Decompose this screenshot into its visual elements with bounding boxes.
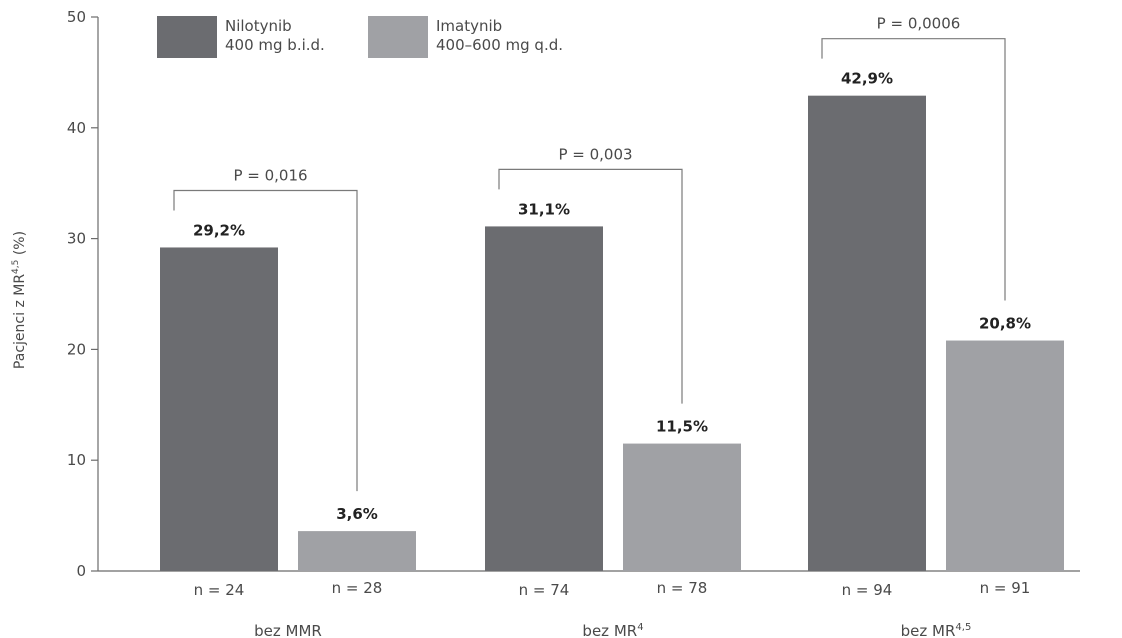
group-label-superscript: 4,5 bbox=[955, 622, 971, 633]
bar-nilotynib bbox=[160, 247, 278, 572]
bar-imatynib bbox=[946, 340, 1064, 571]
y-tick-label: 40 bbox=[67, 119, 86, 137]
group-label: bez MMR bbox=[254, 622, 322, 638]
bar-imatynib bbox=[298, 531, 416, 571]
p-value-bracket bbox=[498, 168, 683, 404]
y-tick-label: 30 bbox=[67, 230, 86, 248]
p-value-bracket bbox=[821, 38, 1006, 301]
value-label-nilotynib: 31,1% bbox=[518, 200, 570, 218]
group-label: bez MR4,5 bbox=[901, 622, 972, 638]
p-value-label: P = 0,0006 bbox=[877, 15, 961, 33]
p-value-label: P = 0,016 bbox=[233, 166, 307, 184]
n-label-nilotynib: n = 94 bbox=[842, 581, 893, 599]
bar-labels: 29,2% 3,6% n = 24 n = 28 bez MMR 31,1% 11,5% n … bbox=[193, 70, 1031, 638]
value-label-imatynib: 3,6% bbox=[336, 505, 378, 523]
p-value-label: P = 0,003 bbox=[558, 145, 632, 163]
n-label-nilotynib: n = 24 bbox=[194, 581, 245, 599]
value-label-nilotynib: 42,9% bbox=[841, 70, 893, 88]
value-label-nilotynib: 29,2% bbox=[193, 221, 245, 239]
value-label-imatynib: 11,5% bbox=[656, 418, 708, 436]
p-value-bracket bbox=[173, 189, 358, 492]
n-label-imatynib: n = 28 bbox=[332, 579, 383, 597]
group-label-superscript: 4 bbox=[637, 622, 643, 633]
legend-label-imatynib-line1: Imatynib bbox=[436, 17, 502, 35]
group-label-text: bez MR bbox=[901, 622, 956, 638]
group-label-text: bez MR bbox=[582, 622, 637, 638]
n-label-nilotynib: n = 74 bbox=[519, 581, 570, 599]
y-axis-label: Pacjenci z MR4,5 (%) bbox=[11, 231, 28, 369]
y-tick-label: 10 bbox=[67, 451, 86, 469]
bar-nilotynib bbox=[485, 226, 603, 572]
p-value-brackets: P = 0,016 P = 0,003 P = 0,0006 bbox=[173, 15, 1006, 492]
value-label-imatynib: 20,8% bbox=[979, 315, 1031, 333]
y-tick-label: 0 bbox=[76, 562, 86, 580]
legend-label-imatynib-line2: 400–600 mg q.d. bbox=[436, 36, 563, 54]
legend-swatch-imatynib bbox=[368, 16, 428, 58]
bar-imatynib bbox=[623, 443, 741, 571]
legend-label-nilotynib-line2: 400 mg b.i.d. bbox=[225, 36, 325, 54]
n-label-imatynib: n = 78 bbox=[657, 579, 708, 597]
group-label: bez MR4 bbox=[582, 622, 643, 638]
bar-nilotynib bbox=[808, 95, 926, 571]
y-tick-label: 50 bbox=[67, 8, 86, 26]
legend-swatch-nilotynib bbox=[157, 16, 217, 58]
bars bbox=[160, 95, 1064, 572]
y-tick-label: 20 bbox=[67, 340, 86, 358]
legend-label-nilotynib-line1: Nilotynib bbox=[225, 17, 292, 35]
group-label-text: bez MMR bbox=[254, 622, 322, 638]
n-label-imatynib: n = 91 bbox=[980, 579, 1031, 597]
